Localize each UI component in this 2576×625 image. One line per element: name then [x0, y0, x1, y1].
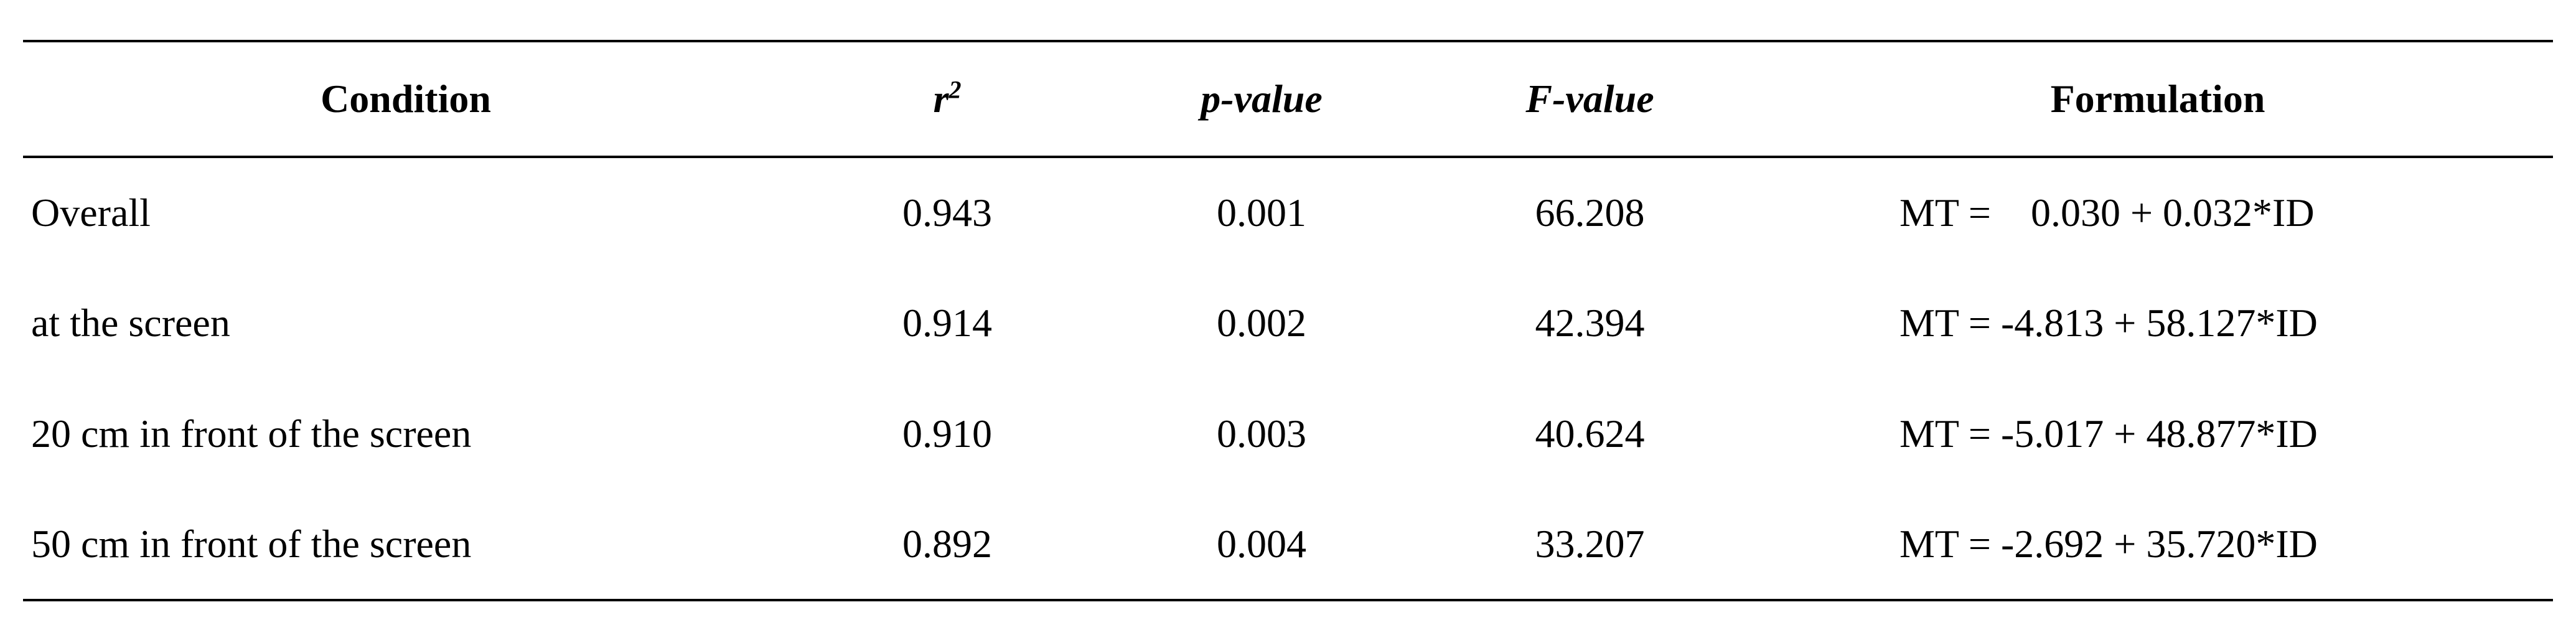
table-row: at the screen 0.914 0.002 42.394 MT = -4… — [23, 268, 2553, 378]
formulation-cell: MT = -4.813 + 58.127*ID — [1899, 301, 2318, 345]
results-table: Condition r2 p-value F-value Formulation… — [23, 40, 2553, 601]
table-body: Overall 0.943 0.001 66.208 MT = 0.030 + … — [23, 157, 2553, 601]
r-squared-cell: 0.943 — [902, 190, 992, 235]
header-r-squared-exponent: 2 — [948, 75, 962, 104]
f-value-cell: 42.394 — [1535, 301, 1645, 345]
header-f-value: F-value — [1417, 40, 1763, 158]
r-squared-cell: 0.892 — [789, 489, 1106, 601]
formulation-cell: MT = -2.692 + 35.720*ID — [1763, 489, 2553, 601]
header-formulation: Formulation — [1763, 40, 2553, 158]
table-row: 50 cm in front of the screen 0.892 0.004… — [23, 489, 2553, 601]
f-value-cell: 66.208 — [1535, 190, 1645, 235]
p-value-cell: 0.003 — [1217, 411, 1306, 456]
r-squared-cell: 0.910 — [902, 411, 992, 456]
table-row: 20 cm in front of the screen 0.910 0.003… — [23, 378, 2553, 489]
condition-cell: at the screen — [31, 301, 230, 345]
p-value-cell: 0.002 — [1217, 301, 1306, 345]
p-value-cell: 0.004 — [1106, 489, 1417, 601]
header-condition: Condition — [23, 40, 789, 158]
p-value-cell: 0.001 — [1217, 190, 1306, 235]
condition-cell: 50 cm in front of the screen — [23, 489, 789, 601]
r-squared-cell: 0.914 — [902, 301, 992, 345]
condition-cell: 20 cm in front of the screen — [31, 411, 472, 456]
formulation-cell: MT = -5.017 + 48.877*ID — [1899, 411, 2318, 456]
header-r-squared: r2 — [789, 40, 1106, 158]
table-header: Condition r2 p-value F-value Formulation — [23, 40, 2553, 158]
table-row: Overall 0.943 0.001 66.208 MT = 0.030 + … — [23, 157, 2553, 268]
header-p-value: p-value — [1106, 40, 1417, 158]
header-row: Condition r2 p-value F-value Formulation — [23, 40, 2553, 158]
f-value-cell: 33.207 — [1417, 489, 1763, 601]
header-r-squared-base: r — [933, 77, 949, 121]
f-value-cell: 40.624 — [1535, 411, 1645, 456]
formulation-cell: MT = 0.030 + 0.032*ID — [1899, 190, 2315, 235]
condition-cell: Overall — [31, 190, 151, 235]
